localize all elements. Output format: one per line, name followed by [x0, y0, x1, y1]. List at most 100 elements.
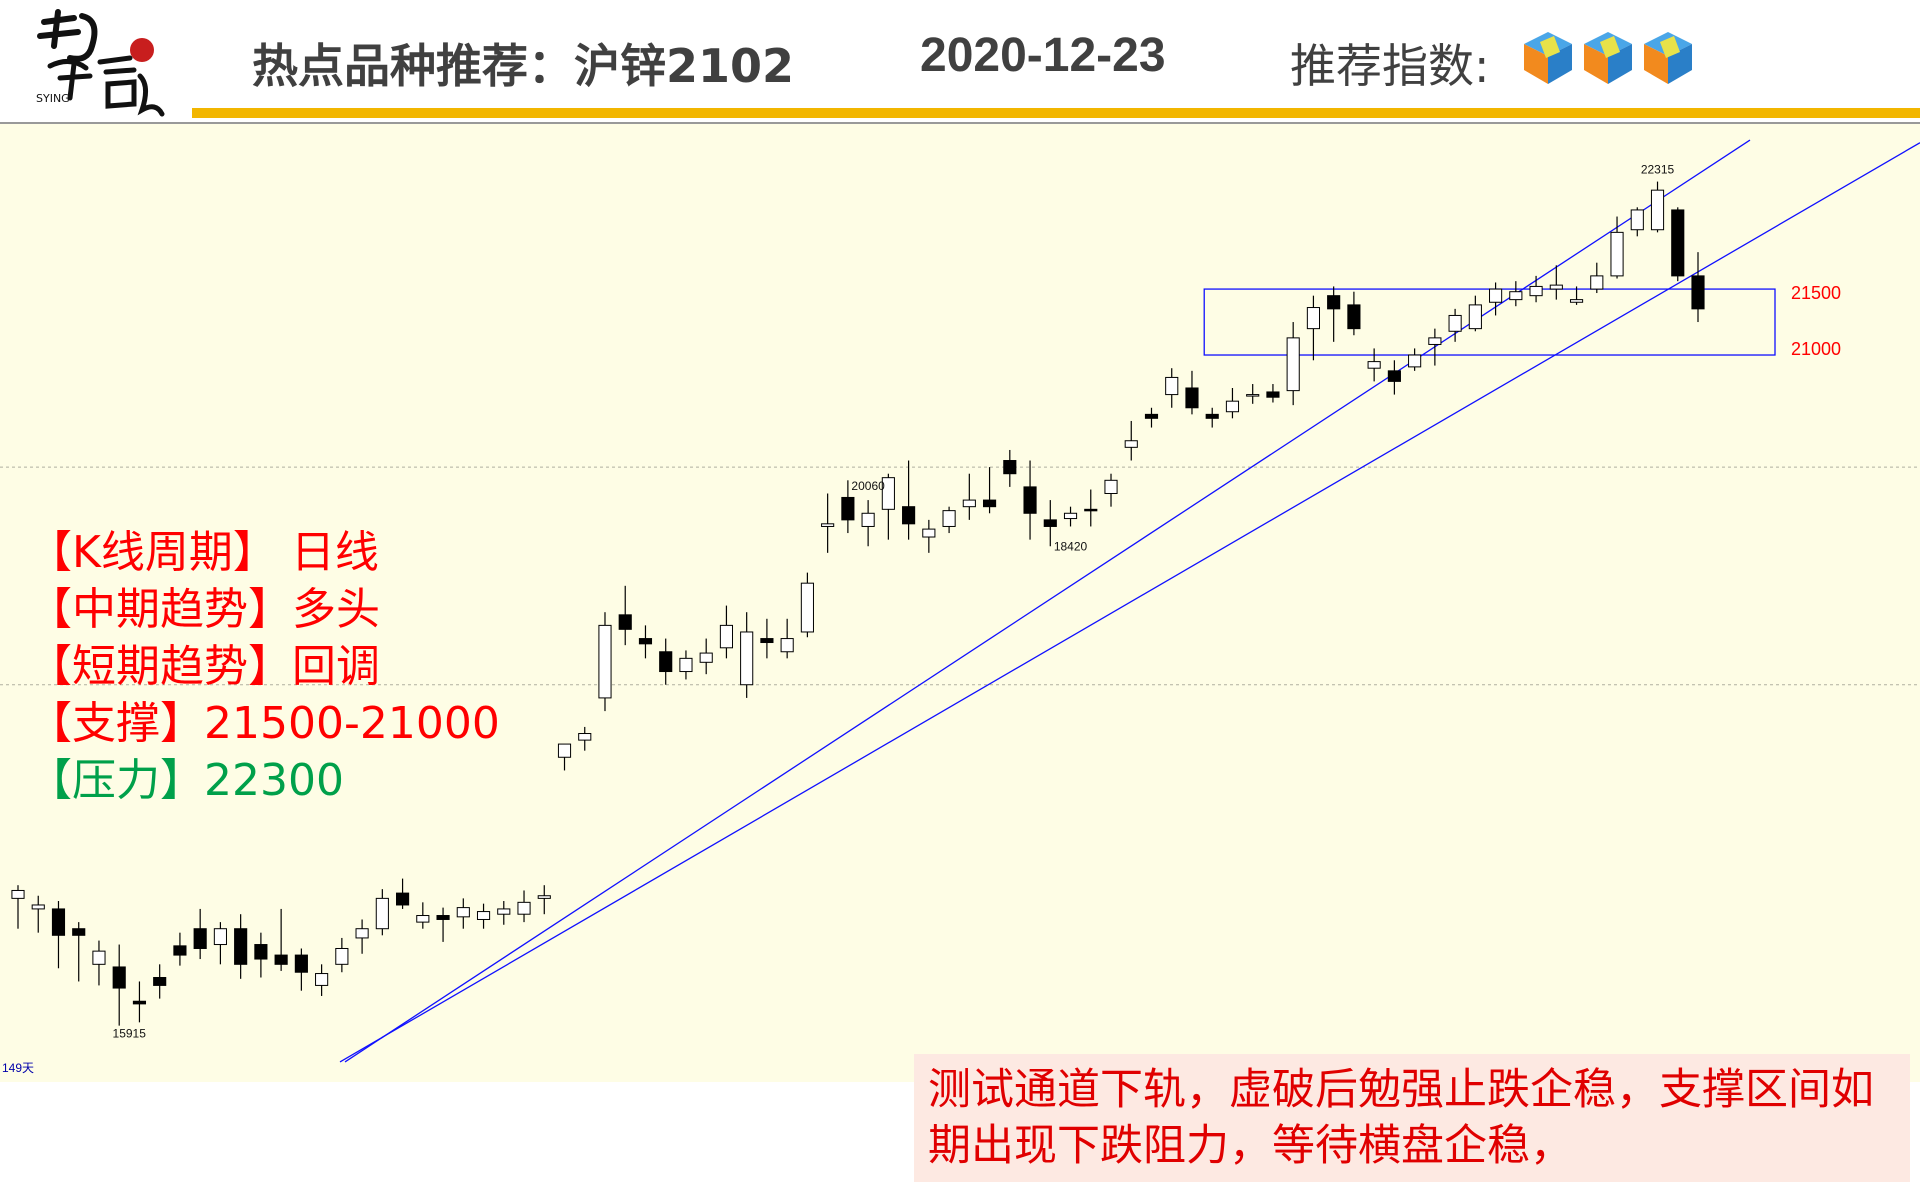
- candle-body: [1063, 512, 1078, 520]
- candle-body: [1650, 189, 1665, 231]
- candle-body: [740, 631, 754, 686]
- candle-body: [112, 966, 126, 989]
- candle-body: [456, 907, 470, 918]
- report-date: 2020-12-23: [920, 29, 1166, 82]
- candle-body: [821, 523, 835, 527]
- header: SYING 热点品种推荐：沪锌2102 2020-12-23 推荐指数:: [0, 0, 1920, 120]
- candle-body: [1165, 376, 1179, 396]
- candle-body: [355, 928, 369, 939]
- candle-layer: [11, 181, 1705, 1026]
- bars-count-label: 149天: [2, 1061, 34, 1075]
- support-box-layer: 21500 21000: [1203, 283, 1841, 359]
- annotation-high: 22315: [1641, 163, 1675, 177]
- channel-upper-line: [344, 139, 1751, 1063]
- candle-body: [618, 614, 632, 630]
- candle-body: [1225, 400, 1240, 413]
- candle-body: [1468, 304, 1482, 330]
- candle-body: [1003, 460, 1017, 475]
- candle-body: [315, 973, 329, 986]
- candle-body: [1448, 314, 1462, 332]
- short-trend: 【短期趋势】回调: [28, 641, 380, 692]
- annotation-low: 15915: [113, 1027, 147, 1041]
- recommend-index-cubes: [1524, 32, 1692, 84]
- pressure-level: 【压力】22300: [28, 755, 344, 806]
- candlestick-chart: 21500 21000 22315 20060 18420 15915 149天: [0, 139, 1920, 1075]
- support-level: 【支撑】21500-21000: [28, 698, 500, 749]
- candle-body: [537, 895, 551, 899]
- mid-trend: 【中期趋势】多头: [28, 584, 380, 635]
- channel-layer: [339, 139, 1920, 1063]
- candle-body: [1084, 508, 1098, 512]
- candle-body: [962, 499, 976, 508]
- kline-period: 【K线周期】 日线: [28, 527, 379, 578]
- candle-body: [132, 1000, 147, 1005]
- candle-body: [1569, 299, 1584, 303]
- candle-body: [1246, 394, 1260, 397]
- candle-body: [699, 652, 713, 663]
- candle-body: [213, 928, 227, 946]
- candle-body: [1144, 413, 1159, 419]
- candle-body: [1367, 361, 1381, 369]
- candle-body: [942, 510, 956, 527]
- page-title: 热点品种推荐：沪锌2102: [252, 39, 795, 93]
- candle-body: [1124, 440, 1138, 448]
- candle-body: [1489, 288, 1503, 303]
- candle-body: [193, 928, 207, 949]
- header-accent-bar: [192, 108, 1920, 118]
- candle-body: [173, 945, 187, 956]
- candle-body: [679, 657, 693, 673]
- comment-box: 测试通道下轨，虚破后勉强止跌企稳，支撑区间如期出现下跌阻力，等待横盘企稳，: [914, 1054, 1910, 1182]
- candle-body: [1205, 413, 1219, 419]
- candle-body: [1630, 209, 1644, 231]
- candle-body: [800, 582, 814, 633]
- candle-body: [780, 638, 794, 653]
- candle-body: [1549, 284, 1563, 290]
- candle-body: [274, 954, 288, 965]
- recommend-index-label: 推荐指数:: [1290, 39, 1490, 93]
- candle-body: [375, 897, 389, 930]
- chart-area: 21500 21000 22315 20060 18420 15915 149天 【K线周…: [0, 122, 1920, 1182]
- candle-body: [598, 624, 612, 699]
- candle-body: [902, 506, 916, 525]
- candle-body: [1104, 479, 1118, 494]
- candle-body: [1327, 295, 1341, 310]
- annotation-peak: 20060: [851, 479, 885, 493]
- candle-body: [578, 733, 592, 741]
- candle-body: [1590, 275, 1604, 290]
- brand-logo: SYING: [36, 9, 165, 117]
- candle-body: [1023, 486, 1037, 514]
- candle-body: [1509, 291, 1523, 301]
- candle-body: [1529, 285, 1543, 297]
- candle-body: [659, 651, 673, 673]
- annotation-layer: 22315 20060 18420 15915 149天: [2, 163, 1675, 1075]
- candle-body: [436, 915, 450, 920]
- candle-body: [557, 743, 572, 758]
- candle-body: [1286, 337, 1300, 392]
- candle-body: [982, 499, 997, 508]
- candle-body: [294, 954, 308, 973]
- info-panel: 【K线周期】 日线 【中期趋势】多头 【短期趋势】回调 【支撑】21500-21…: [28, 524, 500, 809]
- candle-body: [841, 496, 855, 521]
- candle-body: [1347, 304, 1361, 330]
- candle-body: [416, 915, 430, 923]
- cube-icon: [1524, 32, 1572, 84]
- candle-body: [396, 892, 410, 906]
- candle-body: [1671, 209, 1685, 277]
- channel-lower-line: [339, 142, 1920, 1063]
- candle-body: [51, 908, 66, 936]
- candle-body: [1428, 337, 1442, 345]
- logo-text: SYING: [36, 92, 70, 105]
- candle-body: [760, 638, 774, 644]
- candle-body: [1408, 354, 1422, 368]
- candle-body: [1691, 275, 1705, 310]
- candle-body: [1387, 370, 1401, 382]
- candle-body: [881, 477, 895, 510]
- annotation-trough: 18420: [1054, 539, 1088, 553]
- candle-body: [517, 901, 531, 915]
- candle-body: [31, 904, 45, 910]
- candle-body: [234, 928, 248, 965]
- candle-body: [254, 944, 268, 960]
- candle-body: [72, 928, 86, 936]
- candle-body: [638, 638, 653, 645]
- candle-body: [719, 624, 734, 649]
